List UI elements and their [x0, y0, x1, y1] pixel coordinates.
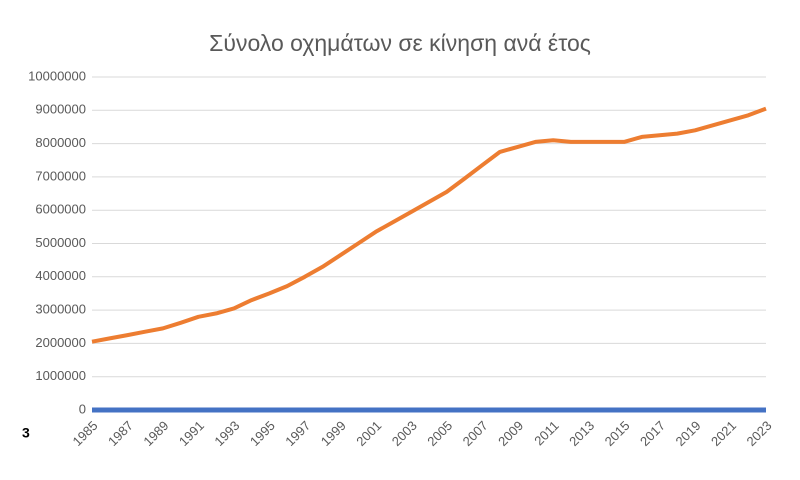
y-tick-label: 3000000 [35, 302, 86, 317]
x-tick-label: 2001 [353, 418, 384, 449]
x-tick-label: 1989 [140, 418, 171, 449]
x-tick-label: 2021 [708, 418, 739, 449]
y-tick-label: 2000000 [35, 335, 86, 350]
x-tick-label: 2005 [424, 418, 455, 449]
x-tick-label: 1987 [105, 418, 136, 449]
x-tick-label: 2017 [637, 418, 668, 449]
x-tick-label: 1999 [318, 418, 349, 449]
y-tick-label: 7000000 [35, 168, 86, 183]
y-tick-label: 9000000 [35, 102, 86, 117]
y-tick-label: 1000000 [35, 368, 86, 383]
annotation: 3 [22, 425, 30, 441]
y-tick-label: 0 [79, 401, 86, 416]
x-tick-label: 1995 [247, 418, 278, 449]
series-line [91, 106, 767, 344]
x-tick-label: 2013 [566, 418, 597, 449]
y-tick-label: 6000000 [35, 202, 86, 217]
x-tick-label: 2023 [743, 418, 774, 449]
x-tick-label: 2015 [602, 418, 633, 449]
x-tick-label: 2019 [673, 418, 704, 449]
x-tick-label: 1991 [176, 418, 207, 449]
x-tick-label: 1985 [69, 418, 100, 449]
x-tick-label: 2011 [531, 418, 561, 448]
x-tick-label: 2009 [495, 418, 526, 449]
y-tick-label: 10000000 [28, 68, 86, 83]
x-tick-label: 2003 [389, 418, 420, 449]
y-tick-label: 8000000 [35, 135, 86, 150]
y-tick-label: 5000000 [35, 235, 86, 250]
x-tick-label: 2007 [460, 418, 491, 449]
x-tick-label: 1993 [211, 418, 242, 449]
x-tick-label: 1997 [282, 418, 313, 449]
y-tick-label: 4000000 [35, 268, 86, 283]
chart-title: Σύνολο οχημάτων σε κίνηση ανά έτος [209, 30, 591, 56]
